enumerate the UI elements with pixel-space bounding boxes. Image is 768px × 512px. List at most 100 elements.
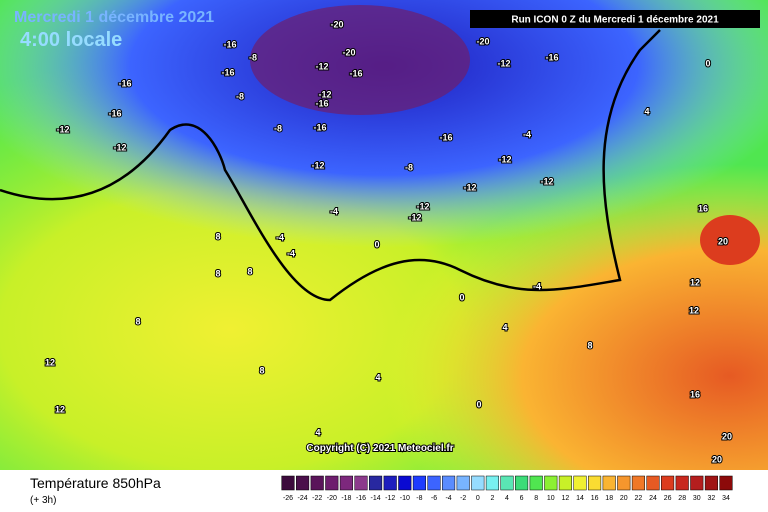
contour-label: 20: [718, 236, 728, 246]
colorbar-tick: 14: [576, 495, 584, 502]
contour-label: -16: [223, 39, 236, 49]
colorbar-tick: 0: [476, 495, 480, 502]
colorbar-swatch: [412, 475, 426, 491]
hot-spot: [700, 215, 760, 265]
colorbar-swatch: [631, 475, 645, 491]
contour-label: -8: [405, 162, 413, 172]
colorbar-tick: 4: [505, 495, 509, 502]
colorbar-tick: -16: [356, 495, 366, 502]
colorbar-tick: -22: [312, 495, 322, 502]
colorbar-tick: -4: [445, 495, 451, 502]
date: Mercredi 1 décembre 2021: [14, 9, 214, 26]
colorbar-tick: 12: [562, 495, 570, 502]
contour-label: -4: [523, 129, 531, 139]
colorbar-swatch: [573, 475, 587, 491]
colorbar-swatch: [369, 475, 383, 491]
contour-label: -16: [349, 68, 362, 78]
colorbar-tick: -18: [341, 495, 351, 502]
run-info: Run ICON 0 Z du Mercredi 1 décembre 2021: [511, 15, 719, 26]
colorbar-swatch: [529, 475, 543, 491]
contour-label: -16: [315, 98, 328, 108]
contour-label: -12: [318, 89, 331, 99]
contour-label: -4: [330, 206, 338, 216]
contour-label: 8: [215, 268, 220, 278]
colorbar-tick: 30: [693, 495, 701, 502]
contour-label: 16: [690, 389, 700, 399]
colorbar-tick: -2: [460, 495, 466, 502]
contour-label: 12: [690, 277, 700, 287]
colorbar-swatch: [617, 475, 631, 491]
colorbar-tick: -6: [431, 495, 437, 502]
contour-label: 8: [215, 231, 220, 241]
contour-label: 8: [135, 316, 140, 326]
contour-label: -12: [315, 61, 328, 71]
colorbar-swatch: [281, 475, 295, 491]
contour-label: 0: [476, 399, 481, 409]
contour-label: -16: [221, 67, 234, 77]
contour-label: -12: [498, 154, 511, 164]
colorbar-swatch: [339, 475, 353, 491]
contour-label: 20: [722, 431, 732, 441]
contour-label: -8: [249, 52, 257, 62]
colorbar-tick: -10: [400, 495, 410, 502]
colorbar-swatch: [500, 475, 514, 491]
copyright: Copyright (C) 2021 Meteociel.fr: [306, 443, 453, 454]
colorbar-swatch: [515, 475, 529, 491]
colorbar-tick: 18: [605, 495, 613, 502]
colorbar-swatch: [485, 475, 499, 491]
colorbar-swatch: [442, 475, 456, 491]
contour-label: -12: [311, 160, 324, 170]
run-box: [470, 10, 760, 28]
colorbar-tick: -12: [385, 495, 395, 502]
colorbar-swatch: [456, 475, 470, 491]
contour-label: -4: [533, 281, 541, 291]
contour-label: -20: [476, 36, 489, 46]
colorbar-tick: 2: [490, 495, 494, 502]
colorbar-swatch: [398, 475, 412, 491]
footer-title: Température 850hPa: [30, 475, 161, 491]
contour-label: -12: [497, 58, 510, 68]
colorbar-swatch: [383, 475, 397, 491]
colorbar-tick: 24: [649, 495, 657, 502]
zero-isotherm: [0, 29, 661, 302]
colorbar-swatch: [471, 475, 485, 491]
contour-label: -12: [540, 176, 553, 186]
contour-label: -12: [416, 201, 429, 211]
contour-label: 0: [374, 239, 379, 249]
time: 4:00 locale: [20, 29, 122, 51]
colorbar-tick: 26: [664, 495, 672, 502]
colorbar-swatch: [719, 475, 733, 491]
colorbar-tick: -24: [298, 495, 308, 502]
contour-label: 4: [502, 322, 507, 332]
colorbar-swatch: [544, 475, 558, 491]
contour-label: 12: [55, 404, 65, 414]
contour-label: -16: [108, 108, 121, 118]
contour-label: 16: [698, 203, 708, 213]
colorbar-swatch: [558, 475, 572, 491]
colorbar-tick: -26: [283, 495, 293, 502]
colorbar-swatch: [646, 475, 660, 491]
very-cold-spot: [250, 5, 470, 115]
contour-label: -12: [56, 124, 69, 134]
contour-label: -12: [463, 182, 476, 192]
contour-label: -16: [118, 78, 131, 88]
contour-label: 0: [705, 58, 710, 68]
contour-label: 8: [587, 340, 592, 350]
contour-label: -8: [236, 91, 244, 101]
colorbar-swatch: [602, 475, 616, 491]
contour-label: -12: [408, 212, 421, 222]
colorbar-tick: 28: [678, 495, 686, 502]
contour-label: 12: [689, 305, 699, 315]
contour-label: -16: [313, 122, 326, 132]
contour-label: -4: [287, 248, 295, 258]
colorbar-swatch: [296, 475, 310, 491]
colorbar-swatch: [354, 475, 368, 491]
contour-label: 8: [259, 365, 264, 375]
contour-label: -16: [439, 132, 452, 142]
colorbar-tick: 10: [547, 495, 555, 502]
contour-label: -16: [545, 52, 558, 62]
contour-label: -8: [274, 123, 282, 133]
colorbar-tick: 6: [520, 495, 524, 502]
contour-label: 4: [375, 372, 380, 382]
